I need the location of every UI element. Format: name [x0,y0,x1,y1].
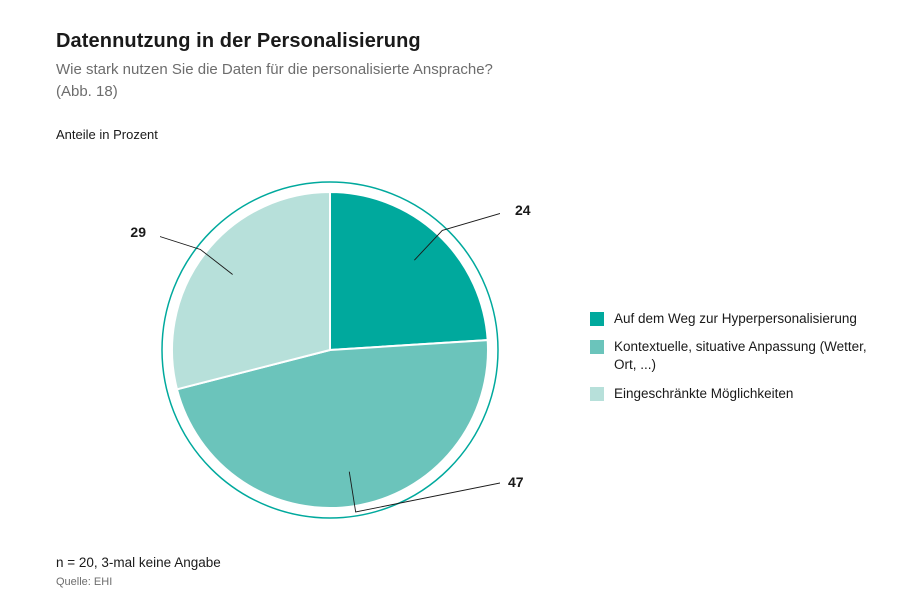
value-label-0: 24 [515,202,531,218]
legend-item: Eingeschränkte Möglichkeiten [590,385,890,403]
legend-label: Auf dem Weg zur Hyperpersonalisierung [614,310,857,328]
legend: Auf dem Weg zur Hyperpersonalisierung Ko… [590,310,890,413]
chart-page: Datennutzung in der Personalisierung Wie… [0,0,919,616]
legend-item: Kontextuelle, situative Anpassung (Wette… [590,338,890,374]
value-label-2: 29 [106,224,146,240]
legend-swatch [590,312,604,326]
legend-item: Auf dem Weg zur Hyperpersonalisierung [590,310,890,328]
page-subtitle: Wie stark nutzen Sie die Daten für die p… [56,59,879,103]
legend-swatch [590,340,604,354]
pie-svg [160,180,500,520]
unit-label: Anteile in Prozent [56,127,879,142]
source-line: Quelle: EHI [56,576,112,588]
page-title: Datennutzung in der Personalisierung [56,30,879,53]
pie-chart: 24 47 29 [160,180,500,520]
subtitle-line-2: (Abb. 18) [56,83,118,100]
footnote: n = 20, 3-mal keine Angabe [56,555,221,570]
subtitle-line-1: Wie stark nutzen Sie die Daten für die p… [56,61,493,78]
legend-swatch [590,387,604,401]
legend-label: Eingeschränkte Möglichkeiten [614,385,793,403]
value-label-1: 47 [508,474,524,490]
legend-label: Kontextuelle, situative Anpassung (Wette… [614,338,890,374]
